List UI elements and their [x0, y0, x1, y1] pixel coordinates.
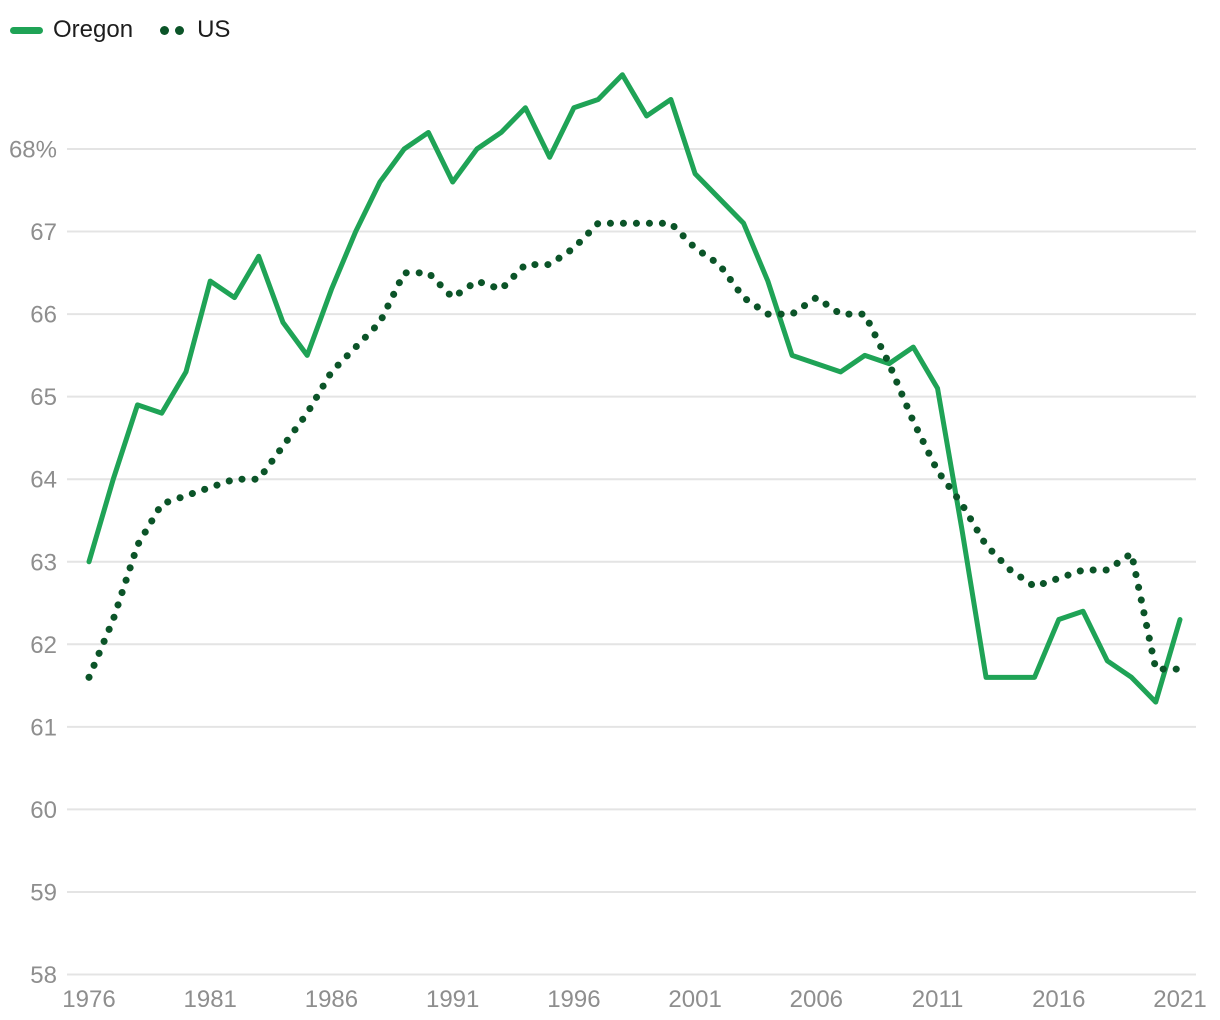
x-tick-label-1981: 1981 — [184, 986, 237, 1013]
x-tick-label-2011: 2011 — [912, 986, 964, 1013]
series-line-oregon — [86, 72, 1183, 705]
x-tick-label-1986: 1986 — [305, 986, 358, 1013]
x-tick-label-2006: 2006 — [790, 986, 843, 1013]
oregon-line-swatch — [10, 26, 43, 34]
y-tick-label-63: 63 — [30, 549, 57, 576]
y-tick-label-64: 64 — [30, 467, 57, 494]
y-tick-label-66: 66 — [30, 302, 57, 329]
y-tick-label-67: 67 — [30, 219, 57, 246]
x-tick-label-2001: 2001 — [668, 986, 721, 1013]
x-tick-label-1996: 1996 — [547, 986, 600, 1013]
x-tick-label-2016: 2016 — [1032, 986, 1085, 1013]
series-line-us — [85, 219, 1184, 681]
x-tick-label-2021: 2021 — [1153, 986, 1206, 1013]
legend-label-us: US — [197, 16, 231, 43]
x-tick-label-1991: 1991 — [426, 986, 479, 1013]
y-tick-label-58: 58 — [30, 962, 57, 989]
legend-label-oregon: Oregon — [53, 16, 134, 43]
y-tick-label-68: 68% — [9, 137, 57, 164]
x-tick-label-1976: 1976 — [62, 986, 115, 1013]
y-tick-label-62: 62 — [30, 632, 57, 659]
y-tick-label-61: 61 — [30, 714, 57, 741]
legend: Oregon US — [10, 16, 257, 44]
y-tick-label-59: 59 — [30, 879, 57, 906]
y-tick-label-60: 60 — [30, 797, 57, 824]
y-tick-label-65: 65 — [30, 384, 57, 411]
us-dotted-swatch — [160, 25, 185, 35]
